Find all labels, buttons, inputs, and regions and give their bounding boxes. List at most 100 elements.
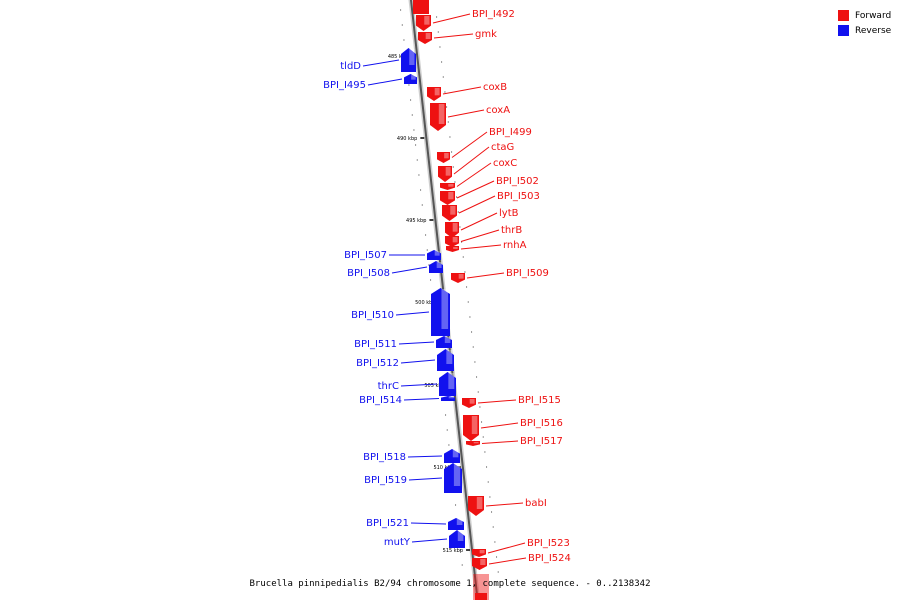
forward-gene-BPI_I509: BPI_I509 bbox=[451, 268, 549, 283]
forward-gene-babI: babI bbox=[468, 496, 547, 516]
gene-highlight bbox=[448, 184, 454, 187]
gene-block bbox=[466, 441, 480, 446]
position-marker-label: 510 kbp bbox=[433, 465, 453, 471]
gene-label: BPI_I521 bbox=[366, 518, 409, 529]
gene-leader bbox=[460, 244, 502, 250]
reverse-gene-mutY: mutY bbox=[384, 530, 465, 548]
legend-forward: Forward bbox=[838, 8, 891, 23]
gene-highlight bbox=[471, 416, 478, 434]
gene-label: gmk bbox=[475, 29, 497, 40]
gene-label: BPI_I523 bbox=[527, 538, 570, 549]
gene-label: BPI_I516 bbox=[520, 418, 563, 429]
gene-highlight bbox=[438, 104, 445, 124]
forward-gene-gmk: gmk bbox=[418, 29, 497, 44]
gene-highlight bbox=[448, 192, 454, 200]
reverse-gene-BPI_I519: BPI_I519 bbox=[364, 463, 462, 493]
gene-label: mutY bbox=[384, 537, 411, 548]
forward-swatch bbox=[838, 10, 849, 21]
gene-block bbox=[437, 349, 454, 371]
gene-leader bbox=[447, 109, 485, 118]
position-marker-label: 505 kbp bbox=[424, 383, 444, 389]
gene-leader bbox=[453, 146, 490, 175]
forward-label: Forward bbox=[855, 10, 892, 21]
gene-block-partial-top bbox=[413, 0, 429, 14]
forward-gene-BPI_I503: BPI_I503 bbox=[442, 191, 540, 221]
gene-leader bbox=[487, 542, 526, 554]
gene-block bbox=[439, 372, 456, 396]
gene-highlight bbox=[441, 289, 449, 329]
forward-gene-BPI_I515: BPI_I515 bbox=[462, 395, 561, 408]
gene-label: BPI_I495 bbox=[323, 80, 366, 91]
gene-block bbox=[429, 261, 443, 273]
gene-block bbox=[444, 449, 460, 463]
gene-label: BPI_I510 bbox=[351, 310, 394, 321]
gene-label: coxA bbox=[486, 105, 510, 116]
gene-highlight bbox=[409, 49, 415, 65]
reverse-gene-BPI_I510: BPI_I510 bbox=[351, 288, 450, 336]
gene-label: BPI_I509 bbox=[506, 268, 549, 279]
gene-highlight bbox=[452, 450, 459, 458]
gene-leader bbox=[395, 311, 430, 316]
gene-label: coxC bbox=[493, 158, 517, 169]
legend-reverse: Reverse bbox=[838, 23, 891, 38]
gene-highlight bbox=[473, 442, 479, 444]
gene-label: BPI_I519 bbox=[364, 475, 407, 486]
gene-label: BPI_I499 bbox=[489, 127, 532, 138]
gene-block bbox=[427, 250, 441, 260]
gene-block bbox=[416, 15, 431, 31]
gene-highlight bbox=[446, 350, 453, 364]
gene-highlight bbox=[434, 251, 440, 256]
legend: Forward Reverse bbox=[838, 8, 891, 38]
forward-gene-coxA: coxA bbox=[430, 103, 510, 131]
gene-leader bbox=[460, 229, 500, 242]
gene-leader bbox=[481, 440, 519, 444]
forward-gene-BPI_I523: BPI_I523 bbox=[472, 538, 570, 557]
gene-label: tldD bbox=[340, 61, 361, 72]
gene-leader bbox=[400, 383, 438, 387]
reverse-gene-BPI_I512: BPI_I512 bbox=[356, 349, 454, 371]
gene-block-partial-bottom-solid bbox=[475, 593, 487, 600]
gene-leader bbox=[411, 538, 448, 543]
gene-highlight bbox=[479, 550, 485, 554]
position-marker-label: 515 kbp bbox=[443, 548, 463, 554]
gene-label: ctaG bbox=[491, 142, 514, 153]
gene-block bbox=[468, 496, 484, 516]
gene-highlight bbox=[425, 33, 431, 39]
gene-block bbox=[418, 32, 432, 44]
gene-highlight bbox=[453, 247, 458, 249]
gene-leader bbox=[485, 502, 524, 507]
gene-label: BPI_I518 bbox=[363, 452, 406, 463]
gene-leader bbox=[466, 272, 505, 279]
gene-highlight bbox=[434, 88, 440, 96]
gene-label: BPI_I492 bbox=[472, 9, 515, 20]
forward-gene-thrB: thrB bbox=[445, 225, 522, 247]
gene-leader bbox=[442, 86, 482, 95]
gene-label: BPI_I507 bbox=[344, 250, 387, 261]
gene-block bbox=[462, 398, 476, 408]
gene-block bbox=[431, 288, 450, 336]
gene-highlight bbox=[448, 373, 455, 389]
gene-label: thrC bbox=[378, 381, 399, 392]
forward-gene-BPI_I499: BPI_I499 bbox=[437, 127, 532, 163]
reverse-gene-BPI_I507: BPI_I507 bbox=[344, 250, 441, 261]
gene-highlight bbox=[411, 75, 416, 80]
gene-highlight bbox=[450, 206, 456, 215]
gene-leader bbox=[407, 455, 443, 458]
gene-block bbox=[441, 396, 455, 401]
gene-block bbox=[427, 87, 441, 101]
gene-block bbox=[463, 415, 479, 441]
gene-label: BPI_I511 bbox=[354, 339, 397, 350]
gene-label: BPI_I515 bbox=[518, 395, 561, 406]
forward-gene-rnhA: rnhA bbox=[446, 240, 527, 252]
gene-highlight bbox=[453, 464, 461, 486]
gene-label: BPI_I502 bbox=[496, 176, 539, 187]
gene-leader bbox=[400, 359, 436, 364]
position-marker-label: 495 kbp bbox=[406, 218, 426, 224]
gene-block bbox=[404, 74, 417, 84]
gene-leader bbox=[410, 522, 447, 525]
reverse-gene-BPI_I518: BPI_I518 bbox=[363, 449, 460, 463]
gene-leader bbox=[432, 13, 471, 24]
gene-leader bbox=[391, 266, 428, 274]
forward-gene-BPI_I524: BPI_I524 bbox=[472, 553, 571, 570]
